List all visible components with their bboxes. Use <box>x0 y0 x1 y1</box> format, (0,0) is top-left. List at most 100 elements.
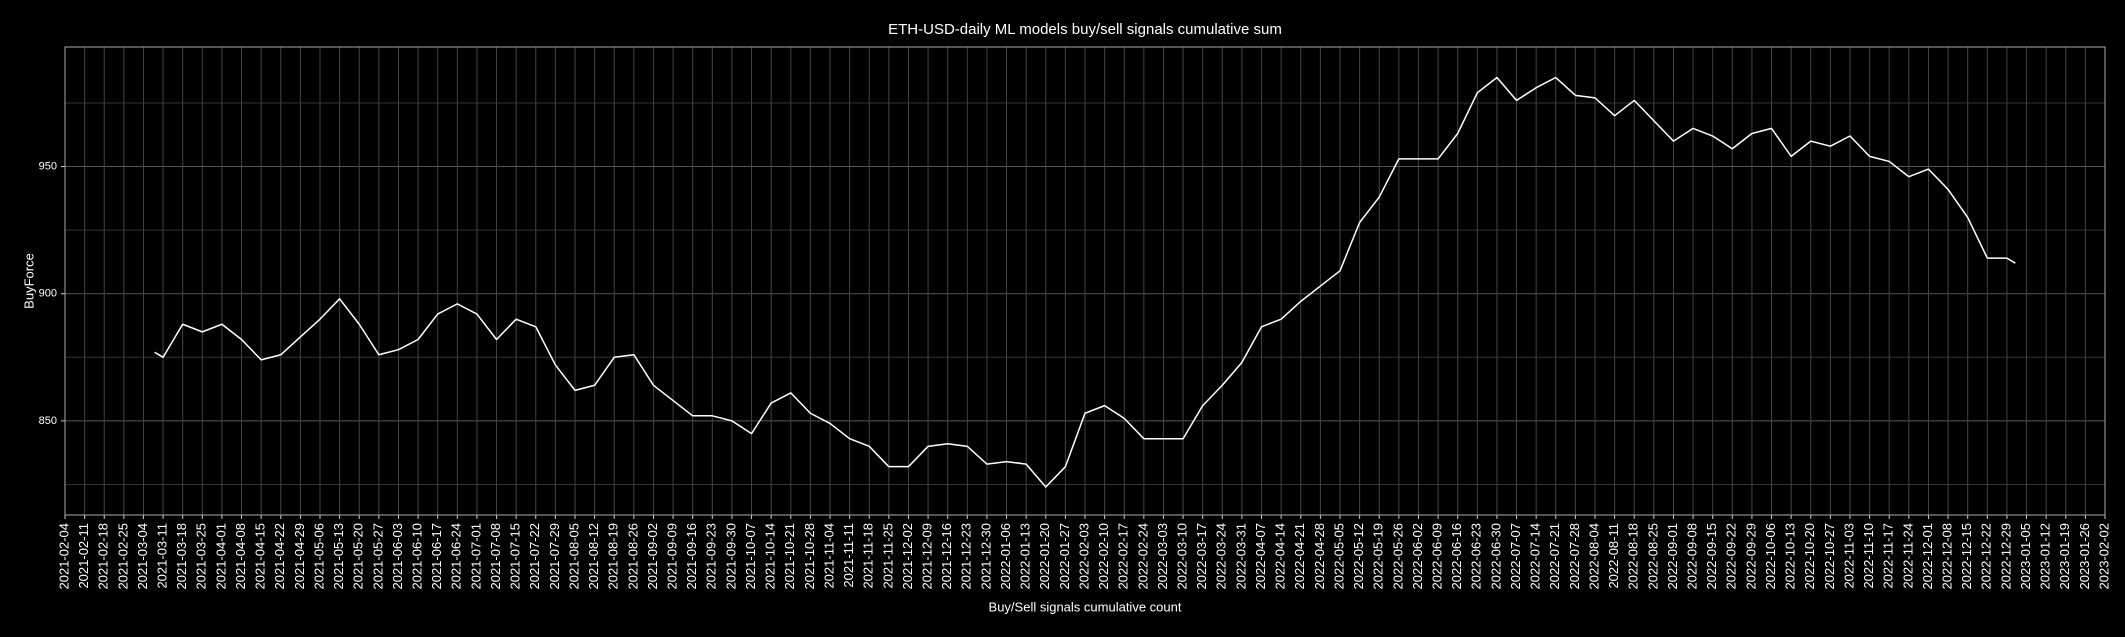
x-tick-label: 2022-11-03 <box>1841 523 1856 589</box>
x-tick-label: 2022-03-31 <box>1233 523 1248 590</box>
x-tick-label: 2022-02-24 <box>1135 523 1150 590</box>
x-tick-label: 2021-04-15 <box>253 523 268 590</box>
x-tick-label: 2022-01-06 <box>998 523 1013 590</box>
x-tick-label: 2021-10-21 <box>782 523 797 590</box>
x-tick-label: 2022-11-24 <box>1900 523 1915 589</box>
x-tick-label: 2021-09-23 <box>704 523 719 590</box>
x-tick-label: 2021-08-05 <box>566 523 581 590</box>
x-tick-label: 2021-09-02 <box>645 523 660 590</box>
x-tick-label: 2022-09-15 <box>1704 523 1719 590</box>
x-tick-label: 2021-03-04 <box>135 523 150 590</box>
x-tick-label: 2021-07-22 <box>527 523 542 590</box>
x-tick-label: 2022-03-10 <box>1175 523 1190 590</box>
x-tick-label: 2022-12-22 <box>1979 523 1994 590</box>
x-tick-label: 2021-09-16 <box>684 523 699 590</box>
x-tick-label: 2022-05-19 <box>1371 523 1386 590</box>
x-tick-label: 2021-10-28 <box>802 523 817 590</box>
x-tick-label: 2021-08-12 <box>586 523 601 590</box>
x-tick-label: 2022-09-22 <box>1724 523 1739 590</box>
x-tick-label: 2021-04-22 <box>272 523 287 590</box>
x-tick-label: 2022-04-21 <box>1292 523 1307 590</box>
x-tick-label: 2021-07-01 <box>468 523 483 590</box>
x-tick-label: 2022-03-24 <box>1214 523 1229 590</box>
x-tick-label: 2021-06-03 <box>390 523 405 590</box>
x-tick-label: 2022-05-12 <box>1351 523 1366 590</box>
x-tick-label: 2021-06-24 <box>449 523 464 590</box>
x-tick-label: 2022-02-17 <box>1116 523 1131 590</box>
x-tick-label: 2022-09-08 <box>1685 523 1700 590</box>
x-tick-label: 2021-10-07 <box>743 523 758 590</box>
x-tick-label: 2022-12-01 <box>1920 523 1935 590</box>
x-tick-label: 2022-03-17 <box>1194 523 1209 590</box>
x-tick-label: 2022-07-14 <box>1528 523 1543 590</box>
x-tick-label: 2022-10-13 <box>1783 523 1798 590</box>
x-tick-label: 2023-01-05 <box>2018 523 2033 590</box>
x-tick-label: 2021-12-16 <box>939 523 954 590</box>
x-tick-label: 2021-04-01 <box>213 523 228 590</box>
x-tick-label: 2022-12-08 <box>1940 523 1955 590</box>
x-tick-label: 2022-04-14 <box>1273 523 1288 590</box>
x-tick-label: 2021-02-04 <box>56 523 71 590</box>
x-tick-label: 2021-11-18 <box>861 523 876 589</box>
x-tick-label: 2022-01-20 <box>1037 523 1052 590</box>
y-axis-label: BuyForce <box>21 253 36 309</box>
x-tick-label: 2022-01-13 <box>1018 523 1033 590</box>
x-tick-label: 2022-07-21 <box>1547 523 1562 590</box>
x-tick-label: 2021-11-11 <box>841 523 856 588</box>
x-tick-label: 2021-03-18 <box>174 523 189 590</box>
x-tick-label: 2023-01-26 <box>2077 523 2092 590</box>
x-tick-label: 2021-07-08 <box>488 523 503 590</box>
x-tick-label: 2021-09-30 <box>723 523 738 590</box>
x-tick-label: 2022-08-18 <box>1626 523 1641 590</box>
x-tick-label: 2021-05-06 <box>311 523 326 590</box>
x-tick-label: 2022-05-26 <box>1390 523 1405 590</box>
x-tick-label: 2022-08-11 <box>1606 523 1621 589</box>
x-tick-label: 2021-12-09 <box>920 523 935 590</box>
x-tick-label: 2022-12-15 <box>1959 523 1974 590</box>
x-tick-label: 2022-09-01 <box>1665 523 1680 590</box>
x-tick-label: 2023-02-02 <box>2096 523 2111 590</box>
y-tick-label: 900 <box>39 288 57 300</box>
x-tick-label: 2023-01-12 <box>2038 523 2053 590</box>
x-axis-label: Buy/Sell signals cumulative count <box>989 599 1182 614</box>
x-tick-label: 2022-04-28 <box>1312 523 1327 590</box>
x-tick-label: 2022-02-10 <box>1096 523 1111 590</box>
x-tick-label: 2022-06-23 <box>1469 523 1484 590</box>
y-tick-label: 950 <box>39 160 57 172</box>
chart-title: ETH-USD-daily ML models buy/sell signals… <box>888 21 1282 38</box>
x-tick-label: 2021-08-26 <box>625 523 640 590</box>
x-tick-label: 2021-07-29 <box>547 523 562 590</box>
x-tick-label: 2022-06-09 <box>1430 523 1445 590</box>
x-tick-label: 2022-08-04 <box>1586 523 1601 590</box>
x-tick-label: 2021-02-18 <box>96 523 111 590</box>
x-tick-label: 2022-04-07 <box>1253 523 1268 590</box>
x-tick-label: 2022-09-29 <box>1743 523 1758 590</box>
x-tick-label: 2023-01-19 <box>2057 523 2072 590</box>
y-tick-label: 850 <box>39 415 57 427</box>
plot-frame <box>64 46 2106 516</box>
x-tick-label: 2022-06-02 <box>1410 523 1425 590</box>
x-tick-label: 2021-03-25 <box>194 523 209 590</box>
x-tick-label: 2022-03-03 <box>1155 523 1170 590</box>
x-tick-label: 2022-01-27 <box>1057 523 1072 590</box>
x-tick-label: 2021-04-29 <box>292 523 307 590</box>
x-tick-label: 2022-06-30 <box>1488 523 1503 590</box>
x-tick-label: 2021-12-30 <box>978 523 993 590</box>
x-tick-label: 2021-02-25 <box>115 523 130 590</box>
x-tick-label: 2021-12-23 <box>959 523 974 590</box>
x-tick-label: 2022-10-20 <box>1802 523 1817 590</box>
x-tick-label: 2022-06-16 <box>1449 523 1464 590</box>
x-tick-label: 2022-07-28 <box>1567 523 1582 590</box>
x-tick-label: 2022-11-17 <box>1881 523 1896 589</box>
x-tick-label: 2022-07-07 <box>1508 523 1523 590</box>
x-tick-label: 2021-02-11 <box>76 523 91 589</box>
x-tick-label: 2021-07-15 <box>508 523 523 590</box>
x-tick-label: 2021-10-14 <box>763 523 778 590</box>
x-tick-label: 2021-03-11 <box>155 523 170 589</box>
x-tick-label: 2022-12-29 <box>1998 523 2013 590</box>
x-tick-label: 2021-05-27 <box>370 523 385 590</box>
x-tick-label: 2022-02-03 <box>1076 523 1091 590</box>
x-tick-label: 2021-04-08 <box>233 523 248 590</box>
x-tick-label: 2021-09-09 <box>665 523 680 590</box>
